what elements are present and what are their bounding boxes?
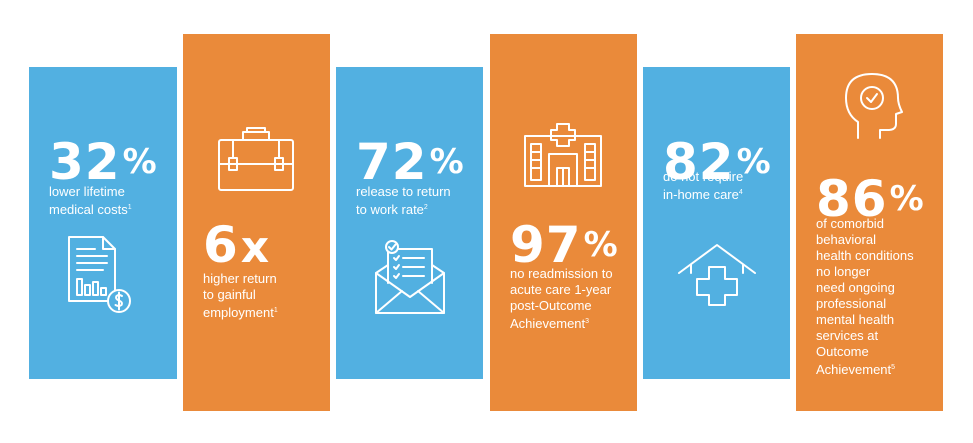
stat-card-behavioral-health: 86% of comorbid behavioral health conditio… (796, 34, 943, 411)
home-health-icon (677, 243, 757, 307)
footnote-marker: 5 (891, 364, 896, 371)
footnote-marker: 4 (738, 189, 743, 196)
stat-value: 72% (356, 133, 465, 191)
stat-value: 86% (816, 170, 925, 228)
footnote-marker: 1 (273, 307, 278, 314)
stat-value: 32% (49, 133, 158, 191)
document-chart-dollar-icon (65, 235, 135, 315)
stat-description: higher return to gainful employment1 (203, 271, 278, 320)
stat-description: release to return to work rate2 (356, 184, 451, 217)
stat-card-return-to-work: 72% release to return to work rate2 (336, 67, 483, 379)
footnote-marker: 1 (127, 204, 132, 211)
stat-description: do not require in-home care4 (663, 169, 744, 202)
footnote-marker: 2 (423, 204, 428, 211)
stat-card-readmission: 97% no readmission to acute care 1-year po… (490, 34, 637, 411)
briefcase-icon (217, 126, 295, 192)
stat-value: 6x (203, 216, 271, 274)
stat-description: lower lifetime medical costs1 (49, 184, 132, 217)
stat-value: 82% (663, 133, 772, 191)
stat-value: 97% (510, 216, 619, 274)
stat-description: no readmission to acute care 1-year post-O… (510, 266, 613, 331)
hospital-icon (523, 122, 603, 188)
footnote-marker: 3 (585, 318, 590, 325)
stat-card-employment: 6x higher return to gainful employment1 (183, 34, 330, 411)
head-check-icon (840, 70, 904, 140)
stat-description: of comorbid behavioral health conditions no… (816, 216, 914, 377)
envelope-checklist-icon (374, 239, 446, 315)
stat-card-in-home-care: 82% do not require in-home care4 (643, 67, 790, 379)
stat-card-lifetime-costs: 32% lower lifetime medical costs1 (29, 67, 177, 379)
